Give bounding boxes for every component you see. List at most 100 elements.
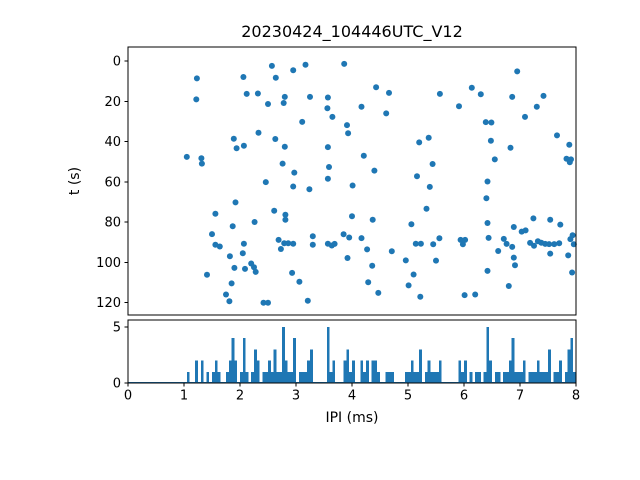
histogram-bar xyxy=(377,371,380,383)
scatter-point xyxy=(566,159,573,166)
scatter-point xyxy=(371,167,378,174)
scatter-point xyxy=(503,240,510,247)
histogram-bar xyxy=(349,371,352,383)
scatter-point xyxy=(459,241,466,248)
histogram-bar xyxy=(536,360,540,383)
scatter-point xyxy=(242,265,248,272)
histogram-bar xyxy=(506,371,509,383)
scatter-point xyxy=(388,248,395,255)
scatter-point xyxy=(468,84,475,91)
scatter-point xyxy=(556,240,563,247)
scatter-point xyxy=(228,280,235,287)
scatter-point xyxy=(324,175,331,182)
y-tick-label: 20 xyxy=(104,95,121,110)
scatter-point xyxy=(281,93,288,100)
scatter-point xyxy=(373,84,380,91)
histogram-bar xyxy=(424,371,428,383)
scatter-point xyxy=(531,242,537,249)
scatter-point xyxy=(304,297,311,304)
scatter-point xyxy=(566,141,573,148)
histogram-bar xyxy=(503,371,506,383)
histogram-bar xyxy=(200,360,204,383)
histogram-bar xyxy=(265,371,268,383)
scatter-point xyxy=(183,153,190,160)
scatter-point xyxy=(554,132,560,139)
histogram-bar xyxy=(410,360,414,383)
scatter-point xyxy=(484,178,491,185)
histogram-bar xyxy=(298,371,302,383)
chart-title: 20230424_104446UTC_V12 xyxy=(241,22,463,41)
scatter-point xyxy=(426,183,433,190)
scatter-point xyxy=(509,93,516,100)
histogram-bar xyxy=(517,371,520,383)
histogram-bar xyxy=(290,371,294,383)
histogram-bar xyxy=(217,371,221,383)
histogram-bar xyxy=(483,371,487,383)
x-tick-label: 2 xyxy=(236,389,244,404)
histogram-bar xyxy=(388,371,392,383)
scatter-point xyxy=(265,101,271,107)
x-tick-label: 1 xyxy=(180,389,188,404)
y-tick-label: 0 xyxy=(113,377,121,392)
scatter-point xyxy=(456,103,462,110)
scatter-point xyxy=(309,241,316,248)
histogram-bar xyxy=(240,371,243,383)
scatter-point xyxy=(198,160,205,167)
histogram-bar xyxy=(570,338,574,383)
x-axis-label: IPI (ms) xyxy=(325,410,379,426)
histogram-bar xyxy=(326,326,330,383)
scatter-point xyxy=(279,160,286,167)
scatter-point xyxy=(324,94,331,101)
histogram-bar xyxy=(486,326,490,383)
scatter-point xyxy=(289,269,296,276)
histogram-bar xyxy=(433,371,436,383)
histogram-bar xyxy=(231,338,235,383)
scatter-point xyxy=(209,231,215,238)
scatter-point xyxy=(324,105,331,112)
scatter-point xyxy=(412,240,419,247)
scatter-point xyxy=(429,161,436,167)
histogram-bar xyxy=(307,360,310,383)
scatter-point xyxy=(275,236,282,243)
scatter-point xyxy=(436,90,443,97)
scatter-point xyxy=(252,268,259,275)
scatter-point xyxy=(540,92,547,99)
scatter-point xyxy=(204,271,210,278)
histogram-bar xyxy=(391,371,394,383)
scatter-point xyxy=(349,213,355,220)
scatter-point xyxy=(331,240,338,247)
y-tick-label: 100 xyxy=(96,256,121,271)
scatter-point xyxy=(230,135,237,142)
scatter-point xyxy=(239,250,246,257)
scatter-point xyxy=(510,224,517,230)
scatter-point xyxy=(271,207,278,214)
histogram-bar xyxy=(438,360,442,383)
histogram-bar xyxy=(514,371,518,383)
histogram-bar xyxy=(206,371,210,383)
scatter-point xyxy=(226,253,233,260)
histogram-bar xyxy=(226,371,229,383)
x-tick-label: 5 xyxy=(404,389,412,404)
histogram-bar xyxy=(458,360,462,383)
y-tick-label: 5 xyxy=(113,320,121,335)
scatter-point xyxy=(383,110,390,117)
scatter-point xyxy=(193,96,200,103)
histogram-bar xyxy=(416,371,420,383)
scatter-point xyxy=(402,257,409,264)
scatter-point xyxy=(243,90,250,97)
histogram-bar xyxy=(332,360,336,383)
histogram-bar xyxy=(548,349,551,383)
x-tick-label: 4 xyxy=(348,389,356,404)
histogram-bar xyxy=(461,371,464,383)
histogram-bar xyxy=(511,338,515,383)
scatter-axes-frame xyxy=(127,46,577,316)
scatter-point xyxy=(229,223,236,230)
scatter-point xyxy=(408,221,415,228)
scatter-point xyxy=(430,241,437,248)
x-tick-label: 3 xyxy=(292,389,300,404)
scatter-point xyxy=(488,119,495,126)
scatter-point xyxy=(231,264,238,271)
scatter-point xyxy=(416,139,423,146)
scatter-point xyxy=(296,278,303,285)
